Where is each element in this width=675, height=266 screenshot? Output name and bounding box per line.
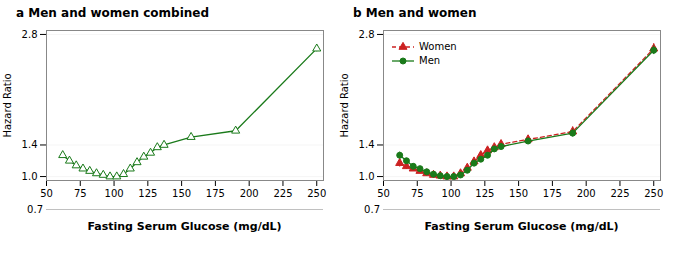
svg-text:1.0: 1.0: [359, 171, 375, 182]
html-text:0.7: 0.7: [27, 203, 43, 215]
svg-text:50: 50: [377, 188, 390, 199]
svg-text:150: 150: [509, 188, 528, 199]
svg-text:1.0: 1.0: [22, 171, 38, 182]
svg-text:100: 100: [442, 188, 461, 199]
svg-text:2.8: 2.8: [22, 29, 38, 40]
svg-text:50: 50: [40, 188, 53, 199]
html-text:b Men and women: b Men and women: [353, 6, 477, 20]
html-text:Women: Women: [419, 41, 457, 52]
svg-text:200: 200: [240, 188, 259, 199]
svg-text:75: 75: [411, 188, 424, 199]
svg-text:75: 75: [74, 188, 87, 199]
svg-text:150: 150: [172, 188, 191, 199]
svg-text:225: 225: [273, 188, 292, 199]
svg-text:Hazard Ratio: Hazard Ratio: [339, 73, 350, 137]
html-text:a Men and women combined: a Men and women combined: [16, 6, 209, 20]
svg-text:175: 175: [543, 188, 562, 199]
svg-text:100: 100: [105, 188, 124, 199]
html-text:Fasting Serum Glucose (mg/dL): Fasting Serum Glucose (mg/dL): [87, 220, 282, 233]
svg-text:200: 200: [577, 188, 596, 199]
svg-text:125: 125: [475, 188, 494, 199]
svg-text:175: 175: [206, 188, 225, 199]
svg-text:1.4: 1.4: [22, 139, 38, 150]
svg-text:125: 125: [138, 188, 157, 199]
html-text:0.7: 0.7: [364, 203, 380, 215]
html-text:Fasting Serum Glucose (mg/dL): Fasting Serum Glucose (mg/dL): [424, 220, 619, 233]
svg-text:2.8: 2.8: [359, 29, 375, 40]
svg-text:225: 225: [610, 188, 629, 199]
svg-text:Hazard Ratio: Hazard Ratio: [2, 73, 13, 137]
svg-text:250: 250: [644, 188, 663, 199]
svg-text:250: 250: [307, 188, 326, 199]
html-text:Men: Men: [419, 55, 441, 66]
svg-text:1.4: 1.4: [359, 139, 375, 150]
